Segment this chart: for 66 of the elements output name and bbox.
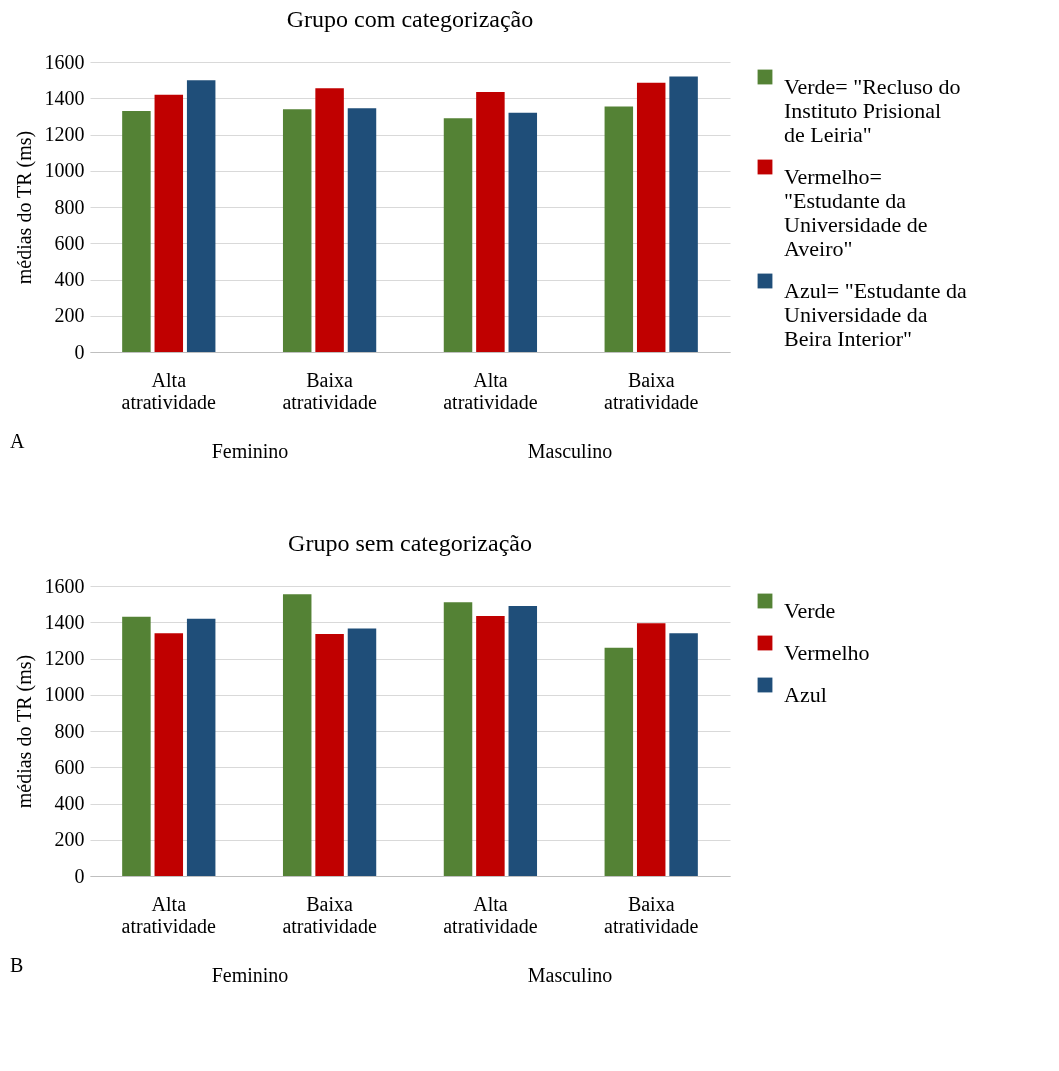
y-tick-label: 0 [74, 340, 85, 363]
y-tick-label: 1400 [44, 610, 85, 633]
x-tick-label: Alta atratividade [121, 892, 217, 937]
bar [604, 647, 634, 876]
y-tick-label: 400 [54, 268, 85, 290]
bar [476, 91, 505, 352]
y-tick-label: 400 [54, 792, 85, 814]
x-tick-label: Baixa atratividade [604, 892, 699, 937]
bar [315, 634, 344, 876]
chart-title: Grupo sem categorização [288, 530, 532, 556]
y-tick-label: 200 [54, 304, 85, 327]
text: Feminino [211, 440, 289, 462]
bar [154, 94, 184, 352]
text: Feminino [211, 964, 289, 986]
bar [604, 106, 634, 352]
x-tick-label: Alta atratividade [443, 892, 538, 937]
bar [347, 628, 377, 876]
legend-label: Verde= "Recluso do Instituto Prisional de Leiria" [784, 74, 961, 147]
y-tick-label: 1000 [44, 159, 85, 182]
text: B [10, 954, 24, 976]
bar [154, 633, 184, 876]
legend-label: Vermelho [784, 640, 870, 665]
y-tick-label: 600 [54, 755, 85, 778]
y-tick-label: 1600 [44, 50, 85, 73]
bar [636, 623, 666, 876]
y-tick-label: 1200 [44, 123, 85, 145]
bar [122, 616, 151, 876]
text: A [10, 430, 25, 452]
text: Masculino [527, 440, 613, 462]
legend-label: Azul= "Estudante da Universidade da Beira Interior" [784, 278, 967, 351]
bar [282, 109, 312, 352]
y-tick-label: 0 [74, 864, 85, 887]
y-tick-label: 800 [54, 195, 85, 218]
bar [636, 82, 666, 352]
chart-title: Grupo com categorização [286, 6, 534, 32]
bar [282, 594, 312, 876]
y-tick-label: 800 [54, 719, 85, 742]
bar [122, 110, 151, 352]
y-tick-label: 1200 [44, 647, 85, 669]
bar [508, 112, 538, 352]
bar [186, 618, 216, 876]
x-tick-label: Baixa atratividade [604, 368, 699, 413]
bar [476, 615, 505, 876]
y-tick-label: 200 [54, 828, 85, 851]
text: Masculino [527, 964, 613, 986]
y-axis-title: médias do TR (ms) [12, 130, 36, 285]
bar [347, 108, 377, 352]
y-tick-label: 1000 [44, 683, 85, 706]
legend-label: Azul [784, 682, 827, 707]
bar [315, 88, 344, 352]
bar [186, 80, 216, 352]
x-tick-label: Alta atratividade [121, 368, 217, 413]
bar [669, 633, 698, 876]
bar [669, 76, 698, 352]
y-axis-title: médias do TR (ms) [12, 654, 36, 809]
x-tick-label: Baixa atratividade [282, 368, 377, 413]
bar [508, 605, 538, 876]
legend-label: Vermelho= "Estudante da Universidade de Aveiro" [784, 164, 928, 261]
bar [443, 118, 473, 352]
bar [443, 602, 473, 876]
x-tick-label: Alta atratividade [443, 368, 538, 413]
y-tick-label: 600 [54, 231, 85, 254]
y-tick-label: 1600 [44, 574, 85, 597]
x-tick-label: Baixa atratividade [282, 892, 377, 937]
y-tick-label: 1400 [44, 86, 85, 109]
legend-label: Verde [784, 598, 836, 623]
